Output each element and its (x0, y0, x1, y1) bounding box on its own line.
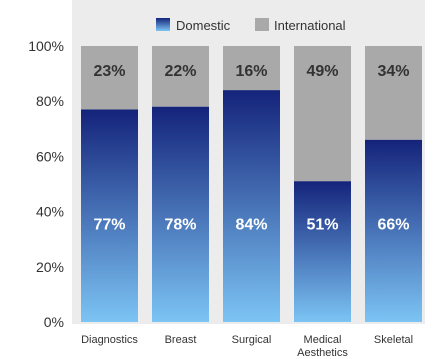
x-category-label: Medical Aesthetics (297, 334, 348, 359)
y-tick-label: 20% (36, 259, 64, 275)
bar-domestic (365, 139, 422, 322)
data-label-domestic: 78% (164, 217, 196, 234)
data-label-international: 49% (306, 63, 338, 80)
y-tick-label: 40% (36, 204, 64, 220)
bar-international (365, 46, 422, 140)
data-label-domestic: 51% (306, 217, 338, 234)
bar-international (294, 46, 351, 182)
data-label-domestic: 66% (377, 217, 409, 234)
y-tick-label: 0% (44, 314, 64, 330)
data-label-international: 34% (377, 63, 409, 80)
y-tick-label: 80% (36, 93, 64, 109)
data-label-domestic: 77% (93, 217, 125, 234)
bar-domestic (81, 109, 138, 322)
bar-domestic (294, 181, 351, 322)
bar-international (223, 46, 280, 91)
data-label-domestic: 84% (235, 217, 267, 234)
legend-label-domestic: Domestic (176, 18, 231, 33)
x-category-label: Skeletal (374, 334, 413, 346)
bar-domestic (152, 106, 209, 322)
data-label-international: 23% (93, 63, 125, 80)
y-tick-label: 60% (36, 148, 64, 164)
x-category-label: Surgical (232, 334, 272, 346)
data-label-international: 22% (164, 63, 196, 80)
bar-international (152, 46, 209, 107)
x-category-label: Diagnostics (81, 334, 138, 346)
legend-label-international: International (274, 18, 346, 33)
bars: 23% 77% 22% 78% 16% 84% 49% 51% 34% 66% (81, 46, 422, 322)
bar-international (81, 46, 138, 110)
data-label-international: 16% (235, 63, 267, 80)
x-category-label: Breast (165, 334, 197, 346)
x-axis: Diagnostics Breast Surgical Medical Aestheti… (81, 334, 413, 359)
legend: Domestic International (156, 18, 346, 33)
legend-swatch-international (255, 18, 269, 31)
y-axis: 0% 20% 40% 60% 80% 100% (28, 38, 64, 330)
legend-swatch-domestic (156, 18, 170, 31)
bar-domestic (223, 90, 280, 322)
y-tick-label: 100% (28, 38, 64, 54)
